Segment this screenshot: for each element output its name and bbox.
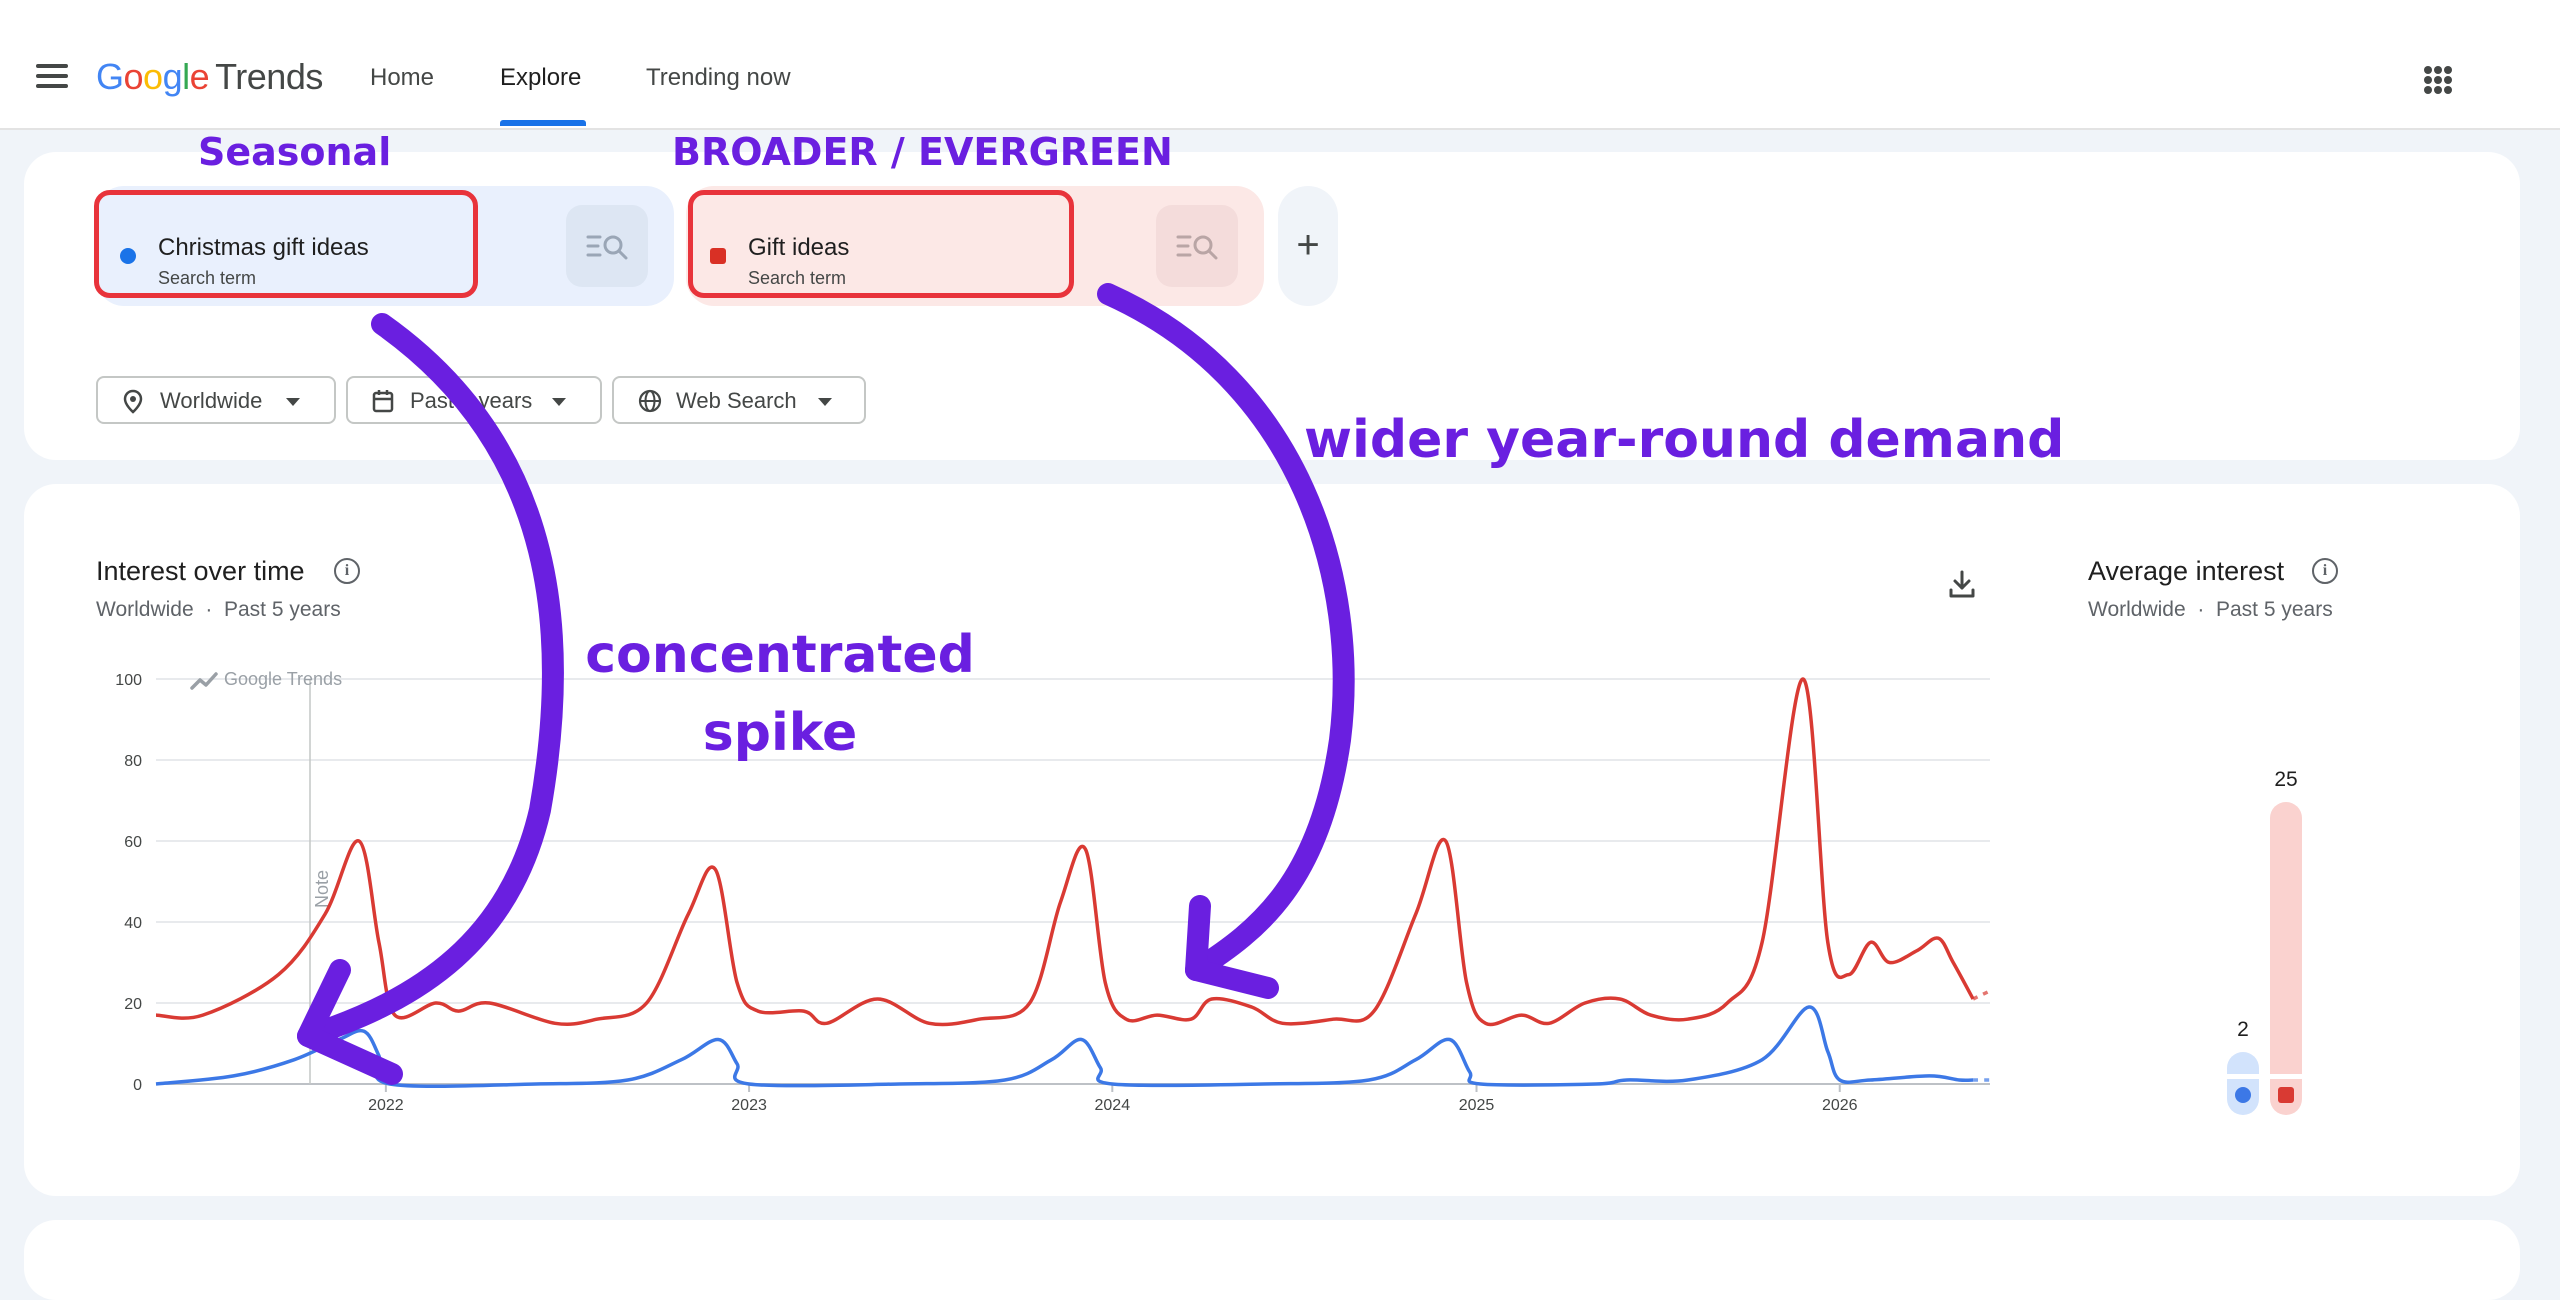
- y-tick-label: 80: [124, 753, 142, 770]
- x-tick-label: 2025: [1459, 1097, 1495, 1114]
- term-subtitle: Search term: [748, 268, 847, 288]
- apps-grid-icon[interactable]: [2424, 66, 2452, 94]
- search-list-icon: [586, 235, 628, 260]
- highlight-box-evergreen: [688, 190, 1074, 298]
- search-list-icon: [1176, 235, 1218, 260]
- x-tick-label: 2026: [1822, 1097, 1858, 1114]
- download-icon[interactable]: [1946, 568, 1978, 600]
- x-tick-label: 2023: [731, 1097, 767, 1114]
- nav-trending-now[interactable]: Trending now: [646, 64, 791, 91]
- arrow-left-curve: [297, 313, 564, 1047]
- nav-active-indicator: [500, 120, 586, 126]
- average-interest-bar: [2270, 801, 2302, 1088]
- location-filter[interactable]: Worldwide: [96, 376, 336, 424]
- logo-trends: Trends: [215, 56, 323, 97]
- y-tick-label: 100: [115, 672, 142, 689]
- search-property-filter[interactable]: Web Search: [612, 376, 866, 424]
- average-interest-title: Average interest: [2088, 556, 2285, 586]
- y-tick-label: 20: [124, 996, 142, 1013]
- highlight-box-seasonal: [94, 190, 478, 298]
- y-tick-label: 0: [133, 1077, 142, 1094]
- series-partial-line: [1972, 989, 1991, 1001]
- google-trends-logo[interactable]: Google Trends: [96, 56, 323, 98]
- term-title: Gift ideas: [748, 234, 850, 261]
- term-chip-gift-ideas[interactable]: Gift ideas Search term: [686, 186, 1264, 306]
- y-tick-label: 60: [124, 834, 142, 851]
- trend-watermark-icon: [190, 672, 218, 690]
- average-interest-value: 2: [2237, 1018, 2249, 1042]
- arrow-left-head: [297, 959, 403, 1085]
- term-chip-christmas-gift-ideas[interactable]: Christmas gift ideas Search term: [96, 186, 674, 306]
- series-line: [155, 677, 1975, 1027]
- nav-explore[interactable]: Explore: [500, 64, 582, 91]
- logo-google: Google: [96, 56, 210, 97]
- add-term-button[interactable]: +: [1278, 186, 1338, 306]
- google-trends-watermark: Google Trends: [224, 669, 342, 689]
- location-filter-label: Worldwide: [160, 388, 263, 413]
- term-title: Christmas gift ideas: [158, 234, 369, 261]
- arrow-right-head: [1185, 895, 1279, 999]
- bar-separator: [2227, 1074, 2259, 1079]
- search-options-button[interactable]: [566, 205, 648, 287]
- nav-home[interactable]: Home: [370, 64, 435, 91]
- globe-icon: [638, 389, 662, 413]
- series-line: [155, 1005, 1974, 1088]
- arrow-right-curve: [1097, 283, 1355, 981]
- note-label: Note: [312, 870, 332, 908]
- annotation-wider-demand: wider year-round demand: [1304, 410, 2065, 470]
- search-options-button[interactable]: [1156, 205, 1238, 287]
- average-interest-subtitle: Worldwide · Past 5 years: [2088, 598, 2333, 621]
- x-tick-label: 2024: [1095, 1097, 1131, 1114]
- x-tick-label: 2022: [368, 1097, 404, 1114]
- annotation-concentrated-spike: concentrated spike: [585, 625, 975, 763]
- blue-series-dot: [2235, 1087, 2251, 1103]
- bar-separator: [2270, 1074, 2302, 1079]
- term-subtitle: Search term: [158, 268, 257, 288]
- calendar-icon: [372, 390, 394, 413]
- y-tick-label: 40: [124, 915, 142, 932]
- chevron-down-icon: [818, 398, 832, 406]
- blue-series-dot: [120, 248, 136, 264]
- average-interest-value: 25: [2274, 767, 2298, 791]
- red-series-square: [710, 248, 726, 264]
- annotation-broader-evergreen: BROADER / EVERGREEN: [672, 130, 1173, 174]
- red-series-square: [2278, 1087, 2294, 1103]
- info-icon[interactable]: i: [2312, 558, 2338, 584]
- interest-over-time-subtitle: Worldwide · Past 5 years: [96, 598, 341, 621]
- location-pin-icon: [123, 389, 143, 414]
- search-property-filter-label: Web Search: [676, 388, 797, 413]
- chevron-down-icon: [552, 398, 566, 406]
- interest-over-time-title: Interest over time: [96, 556, 305, 586]
- top-app-bar: Google Trends Home Explore Trending now: [0, 0, 2560, 130]
- annotation-seasonal: Seasonal: [198, 130, 392, 174]
- chevron-down-icon: [286, 398, 300, 406]
- menu-icon[interactable]: [36, 64, 68, 88]
- info-icon[interactable]: i: [334, 558, 360, 584]
